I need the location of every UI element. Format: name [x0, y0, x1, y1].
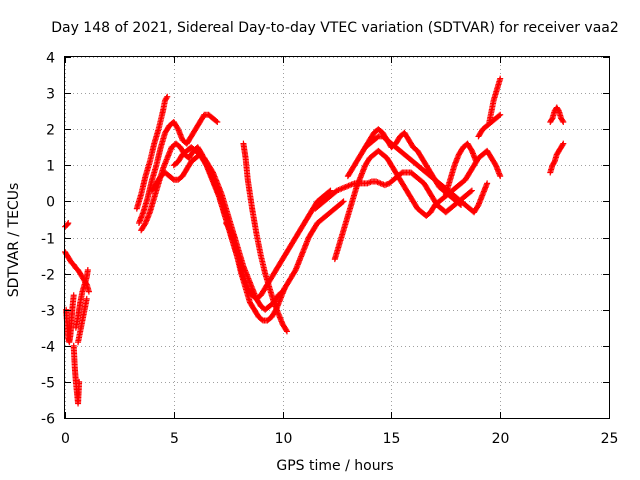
- data-point: [214, 118, 221, 125]
- x-tick-label: 25: [601, 431, 619, 447]
- y-tick-label: 3: [46, 87, 55, 103]
- y-tick-label: -4: [41, 340, 55, 356]
- data-point: [458, 202, 465, 209]
- data-points: [62, 75, 567, 407]
- series-s22: [547, 140, 567, 176]
- data-point: [340, 198, 347, 205]
- data-point: [339, 199, 346, 206]
- y-tick-label: -5: [41, 376, 55, 392]
- data-point: [473, 158, 480, 165]
- data-point: [555, 106, 562, 113]
- series-s20: [486, 75, 504, 125]
- data-point: [83, 295, 90, 302]
- y-axis-ticks: -6 -5 -4 -3 -2 -1 0 1 2 3 4: [41, 51, 609, 428]
- series-s1: [62, 220, 72, 230]
- y-tick-label: -1: [41, 232, 55, 248]
- data-point: [548, 116, 555, 123]
- series-s4: [70, 342, 83, 407]
- data-point: [164, 93, 171, 100]
- data-point: [497, 75, 504, 82]
- x-tick-label: 15: [383, 431, 401, 447]
- series-s6: [75, 295, 90, 346]
- data-point: [231, 233, 238, 240]
- data-point: [367, 179, 374, 186]
- data-point: [213, 118, 220, 125]
- data-point: [327, 187, 334, 194]
- data-point: [365, 179, 372, 186]
- series-s2: [62, 248, 92, 295]
- series-s13: [240, 140, 290, 335]
- series-s18: [442, 140, 480, 198]
- series-s21: [547, 104, 567, 125]
- data-point: [560, 118, 567, 125]
- data-point: [85, 288, 92, 295]
- data-point: [484, 180, 491, 187]
- y-tick-label: 4: [46, 51, 55, 67]
- data-point: [163, 94, 170, 101]
- x-tick-label: 10: [275, 431, 293, 447]
- data-point: [65, 220, 72, 227]
- y-tick-label: -3: [41, 304, 55, 320]
- y-tick-label: 2: [46, 123, 55, 139]
- series-s7: [133, 93, 171, 212]
- data-point: [84, 266, 91, 273]
- series-s8: [135, 111, 221, 227]
- x-tick-label: 20: [492, 431, 510, 447]
- y-tick-label: -6: [41, 412, 55, 428]
- data-point: [326, 188, 333, 195]
- series-s11: [170, 144, 334, 302]
- data-point: [559, 141, 566, 148]
- data-point: [70, 292, 77, 299]
- data-point: [456, 201, 463, 208]
- data-point: [467, 188, 474, 195]
- x-tick-label: 0: [61, 431, 70, 447]
- data-point: [497, 111, 504, 118]
- plot-frame: [64, 56, 610, 419]
- x-axis-label: GPS time / hours: [276, 458, 393, 474]
- y-tick-label: 1: [46, 159, 55, 175]
- data-point: [76, 378, 83, 385]
- data-point: [559, 117, 566, 124]
- series-s15: [331, 147, 504, 263]
- x-axis-ticks: 0 5 10 15 20 25: [61, 57, 618, 447]
- y-tick-label: -2: [41, 268, 55, 284]
- data-point: [560, 140, 567, 147]
- chart-title: Day 148 of 2021, Sidereal Day-to-day VTE…: [51, 20, 619, 36]
- data-point: [496, 112, 503, 119]
- y-tick-label: 0: [46, 195, 55, 211]
- data-point: [497, 173, 504, 180]
- series-s17: [362, 126, 465, 209]
- data-point: [231, 234, 238, 241]
- data-point: [468, 187, 475, 194]
- data-point: [550, 159, 557, 166]
- grid: [65, 57, 610, 419]
- data-point: [283, 328, 290, 335]
- x-tick-label: 5: [170, 431, 179, 447]
- y-axis-label: SDTVAR / TECUs: [6, 183, 22, 298]
- data-point: [283, 327, 290, 334]
- series-s12: [223, 220, 238, 241]
